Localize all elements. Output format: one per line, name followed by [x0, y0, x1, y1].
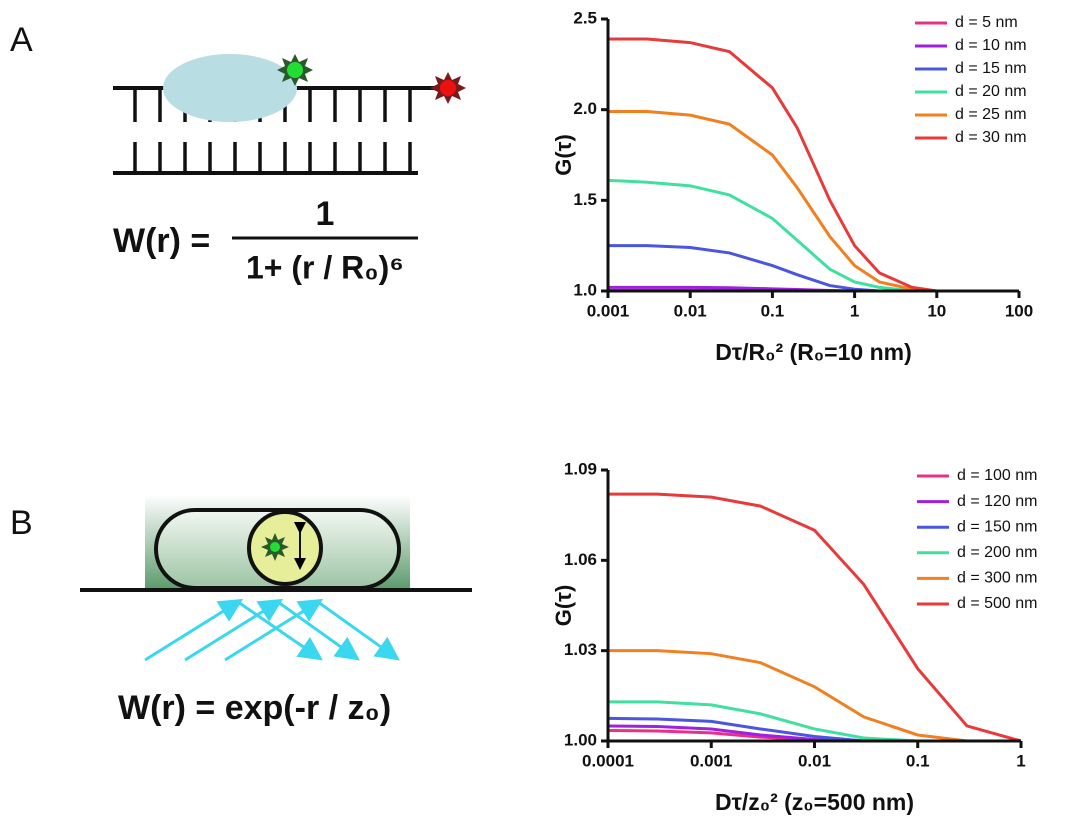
legend-label: d = 300 nm: [957, 570, 1038, 587]
formula-numerator: 1: [316, 195, 335, 233]
legend-label: d = 15 nm: [955, 60, 1027, 77]
series-line: [608, 246, 1019, 291]
legend-label: d = 25 nm: [955, 106, 1027, 123]
legend-label: d = 5 nm: [955, 14, 1018, 31]
y-axis-title: G(τ): [551, 134, 576, 176]
panel-label: A: [10, 21, 33, 59]
y-tick-label: 1.09: [564, 459, 597, 478]
x-tick-label: 0.1: [761, 301, 785, 320]
legend-label: d = 30 nm: [955, 129, 1027, 146]
x-tick-label: 0.1: [906, 751, 930, 770]
panel-label: B: [10, 504, 33, 542]
y-axis-title: G(τ): [551, 585, 576, 627]
y-tick-label: 1.03: [564, 640, 597, 659]
series-line: [608, 180, 1019, 291]
x-tick-label: 0.01: [798, 751, 831, 770]
x-axis-title: Dτ/R₀² (R₀=10 nm): [715, 339, 912, 365]
formula: W(r) = exp(-r / z₀): [118, 689, 391, 727]
legend-label: d = 20 nm: [955, 83, 1027, 100]
x-tick-label: 0.001: [690, 751, 733, 770]
y-tick-label: 1.0: [573, 280, 597, 299]
tirf-diagram: [80, 495, 472, 660]
x-tick-label: 1: [850, 301, 859, 320]
x-tick-label: 100: [1005, 301, 1033, 320]
formula-denominator: 1+ (r / R₀)⁶: [246, 249, 404, 285]
y-tick-label: 1.5: [573, 190, 597, 209]
x-tick-label: 0.0001: [582, 751, 634, 770]
x-tick-label: 10: [927, 301, 946, 320]
x-tick-label: 0.01: [674, 301, 707, 320]
y-tick-label: 2.5: [573, 8, 597, 27]
legend-label: d = 100 nm: [957, 467, 1038, 484]
legend-label: d = 120 nm: [957, 493, 1038, 510]
formula-lhs: W(r) =: [113, 222, 210, 260]
y-tick-label: 2.0: [573, 99, 597, 118]
x-tick-label: 1: [1016, 751, 1025, 770]
x-tick-label: 0.001: [587, 301, 630, 320]
y-tick-label: 1.06: [564, 550, 597, 569]
legend-label: d = 10 nm: [955, 37, 1027, 54]
figure: A W(r) = 1 1+ (r / R₀)⁶ B: [0, 0, 1081, 825]
legend-label: d = 200 nm: [957, 544, 1038, 561]
legend-label: d = 500 nm: [957, 595, 1038, 612]
dna-diagram: [113, 54, 466, 173]
legend-label: d = 150 nm: [957, 518, 1038, 535]
y-tick-label: 1.00: [564, 730, 597, 749]
x-axis-title: Dτ/z₀² (z₀=500 nm): [715, 789, 914, 815]
